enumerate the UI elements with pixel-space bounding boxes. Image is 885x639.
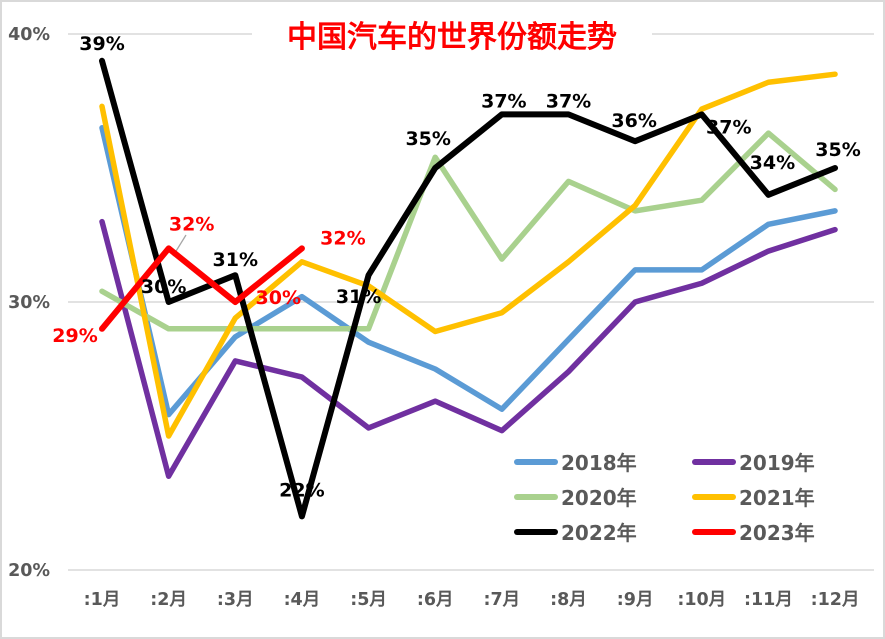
data-label: 34% [750, 152, 795, 174]
data-label: 29% [52, 325, 97, 347]
legend-label: 2021年 [739, 486, 815, 510]
data-label: 31% [336, 286, 381, 308]
x-axis-tick-label: :6月 [417, 590, 454, 610]
data-label: 37% [481, 90, 526, 112]
legend-label: 2018年 [561, 451, 637, 475]
legend-item-2023年: 2023年 [692, 517, 870, 546]
legend-swatch [692, 458, 736, 465]
data-label: 39% [79, 33, 124, 55]
legend-swatch [514, 528, 558, 535]
x-axis-tick-label: :5月 [350, 590, 387, 610]
legend-label: 2022年 [561, 521, 637, 545]
series-line-2021年 [99, 71, 838, 439]
legend-label: 2023年 [739, 521, 815, 545]
legend-item-2019年: 2019年 [692, 447, 870, 476]
data-label: 36% [611, 110, 656, 132]
legend-swatch [692, 528, 736, 535]
legend-item-2021年: 2021年 [692, 482, 870, 511]
x-axis-tick-label: :10月 [677, 590, 726, 610]
data-label: 30% [141, 276, 186, 298]
x-axis-tick-label: :11月 [744, 590, 793, 610]
series-line-2020年 [99, 130, 838, 332]
y-axis-tick-label: 40% [8, 25, 50, 45]
data-label: 22% [279, 479, 324, 501]
legend-swatch [692, 493, 736, 500]
x-axis-tick-label: :3月 [217, 590, 254, 610]
x-axis-tick-label: :8月 [550, 590, 587, 610]
x-axis-tick-label: :9月 [617, 590, 654, 610]
data-label: 35% [405, 128, 450, 150]
series-line-2023年 [99, 245, 305, 332]
data-label: 32% [320, 227, 365, 249]
legend-item-2020年: 2020年 [514, 482, 692, 511]
series-line-2022年 [99, 57, 839, 520]
data-label: 32% [169, 213, 214, 235]
chart-title: 中国汽车的世界份额走势 [252, 19, 652, 57]
y-axis-tick-label: 20% [8, 561, 50, 581]
x-axis-tick-label: :4月 [284, 590, 321, 610]
legend-swatch [514, 458, 558, 465]
legend-label: 2020年 [561, 486, 637, 510]
data-label: 37% [546, 90, 591, 112]
x-axis-tick-label: :1月 [84, 590, 121, 610]
legend: 2018年 2019年 2020年 2021年 2022年 2023年 [514, 444, 870, 549]
x-axis-tick-label: :12月 [811, 590, 860, 610]
data-label: 30% [256, 287, 301, 309]
legend-swatch [514, 493, 558, 500]
legend-label: 2019年 [739, 451, 815, 475]
legend-item-2022年: 2022年 [514, 517, 692, 546]
series-line-2019年 [99, 218, 838, 479]
legend-item-2018年: 2018年 [514, 447, 692, 476]
data-label: 31% [213, 249, 258, 271]
data-label: 37% [706, 116, 751, 138]
data-label: 35% [815, 139, 860, 161]
x-axis-tick-label: :7月 [483, 590, 520, 610]
x-axis-tick-label: :2月 [150, 590, 187, 610]
series-line-2018年 [99, 125, 838, 418]
y-axis-tick-label: 30% [8, 293, 50, 313]
